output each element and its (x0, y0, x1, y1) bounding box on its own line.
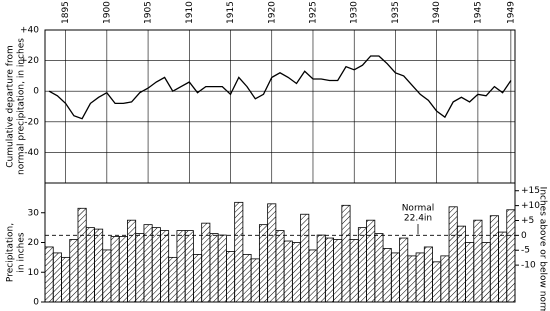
y-tick-label: 10 (28, 268, 40, 278)
y-tick-label: -20 (24, 117, 39, 127)
bar (300, 213, 310, 303)
bar (275, 230, 285, 303)
bar (61, 256, 71, 303)
line (48, 55, 512, 120)
x-tick-label: 1925 (308, 1, 318, 24)
x-tick-label: 1940 (432, 1, 442, 24)
bar (308, 249, 318, 303)
bar (217, 234, 227, 303)
bar (226, 251, 236, 303)
bar (316, 234, 326, 303)
bar (77, 207, 87, 303)
frame (44, 182, 516, 303)
bar (44, 246, 54, 303)
y-tick-label: 20 (28, 238, 40, 248)
bar (209, 233, 219, 303)
y-tick-label: +20 (20, 56, 39, 66)
y-tick-label: 0 (33, 298, 39, 308)
bar (333, 239, 343, 303)
x-tick-label: 1900 (102, 1, 112, 24)
bar (283, 240, 293, 303)
y2-tick-label: +15 (521, 186, 540, 196)
bar (151, 227, 161, 303)
x-tick-label: 1895 (61, 1, 71, 24)
bar (349, 239, 359, 303)
y-tick-label: +40 (20, 26, 39, 36)
y2-tick-label: -5 (521, 246, 530, 256)
bar (102, 249, 112, 303)
bar (432, 261, 442, 303)
bar (176, 230, 186, 303)
bar (160, 230, 170, 303)
x-tick-label: 1910 (185, 1, 195, 24)
bar (242, 253, 252, 303)
y-axis-label: Cumulative departure from (6, 45, 16, 167)
bar (258, 224, 269, 303)
bar (184, 230, 194, 303)
bar (168, 256, 178, 303)
normal-label: 22.4in (404, 214, 432, 224)
bar (465, 242, 475, 303)
y-axis-label: normal precipitation, in inches (17, 38, 27, 175)
y-axis-label: Precipitation, (6, 223, 16, 282)
y2-tick-label: +10 (521, 201, 540, 211)
bar (291, 242, 302, 303)
bar (390, 252, 400, 303)
y2-tick-label: -10 (521, 261, 536, 271)
bar (85, 227, 95, 303)
bar (250, 258, 260, 303)
bar (324, 237, 334, 303)
normal-label-box (398, 202, 438, 224)
y2-axis-label: Inches above or below normal (538, 187, 548, 311)
bar (366, 219, 376, 303)
bar (481, 242, 491, 303)
x-tick-label: 1920 (267, 1, 277, 24)
bar (423, 246, 433, 303)
x-tick-label: 1915 (226, 1, 236, 24)
y-tick-label: -40 (24, 148, 39, 158)
bar (52, 252, 62, 303)
bar (127, 219, 137, 303)
bar (456, 225, 466, 303)
bar (267, 203, 277, 303)
bar (374, 233, 384, 303)
bar (118, 236, 128, 303)
bar (193, 253, 203, 303)
x-tick-label: 1949 (506, 1, 516, 24)
bar (143, 224, 153, 303)
y2-tick-label: +5 (521, 216, 534, 226)
x-tick-label: 1935 (391, 1, 401, 24)
bar (110, 236, 120, 303)
frame (44, 29, 516, 184)
bar (341, 204, 351, 303)
bar (69, 239, 79, 303)
normal-label: Normal (402, 204, 435, 214)
bar (440, 255, 450, 303)
bar (407, 255, 417, 303)
bar (399, 237, 409, 303)
bar (489, 215, 499, 303)
bar (498, 231, 508, 303)
bar (94, 228, 104, 303)
x-tick-label: 1930 (350, 1, 360, 24)
x-tick-label: 1905 (144, 1, 154, 24)
x-tick-label: 1945 (473, 1, 483, 24)
bar (135, 233, 145, 303)
y-axis-label: in inches (17, 232, 27, 272)
y-tick-label: 30 (28, 208, 40, 218)
bar (506, 209, 516, 303)
y-tick-label: 0 (33, 87, 39, 97)
y2-tick-label: 0 (521, 231, 527, 241)
bar (357, 227, 367, 303)
bar (448, 206, 458, 303)
bar (415, 252, 425, 303)
bar (382, 248, 392, 303)
bar (473, 219, 483, 303)
bar (234, 201, 244, 303)
